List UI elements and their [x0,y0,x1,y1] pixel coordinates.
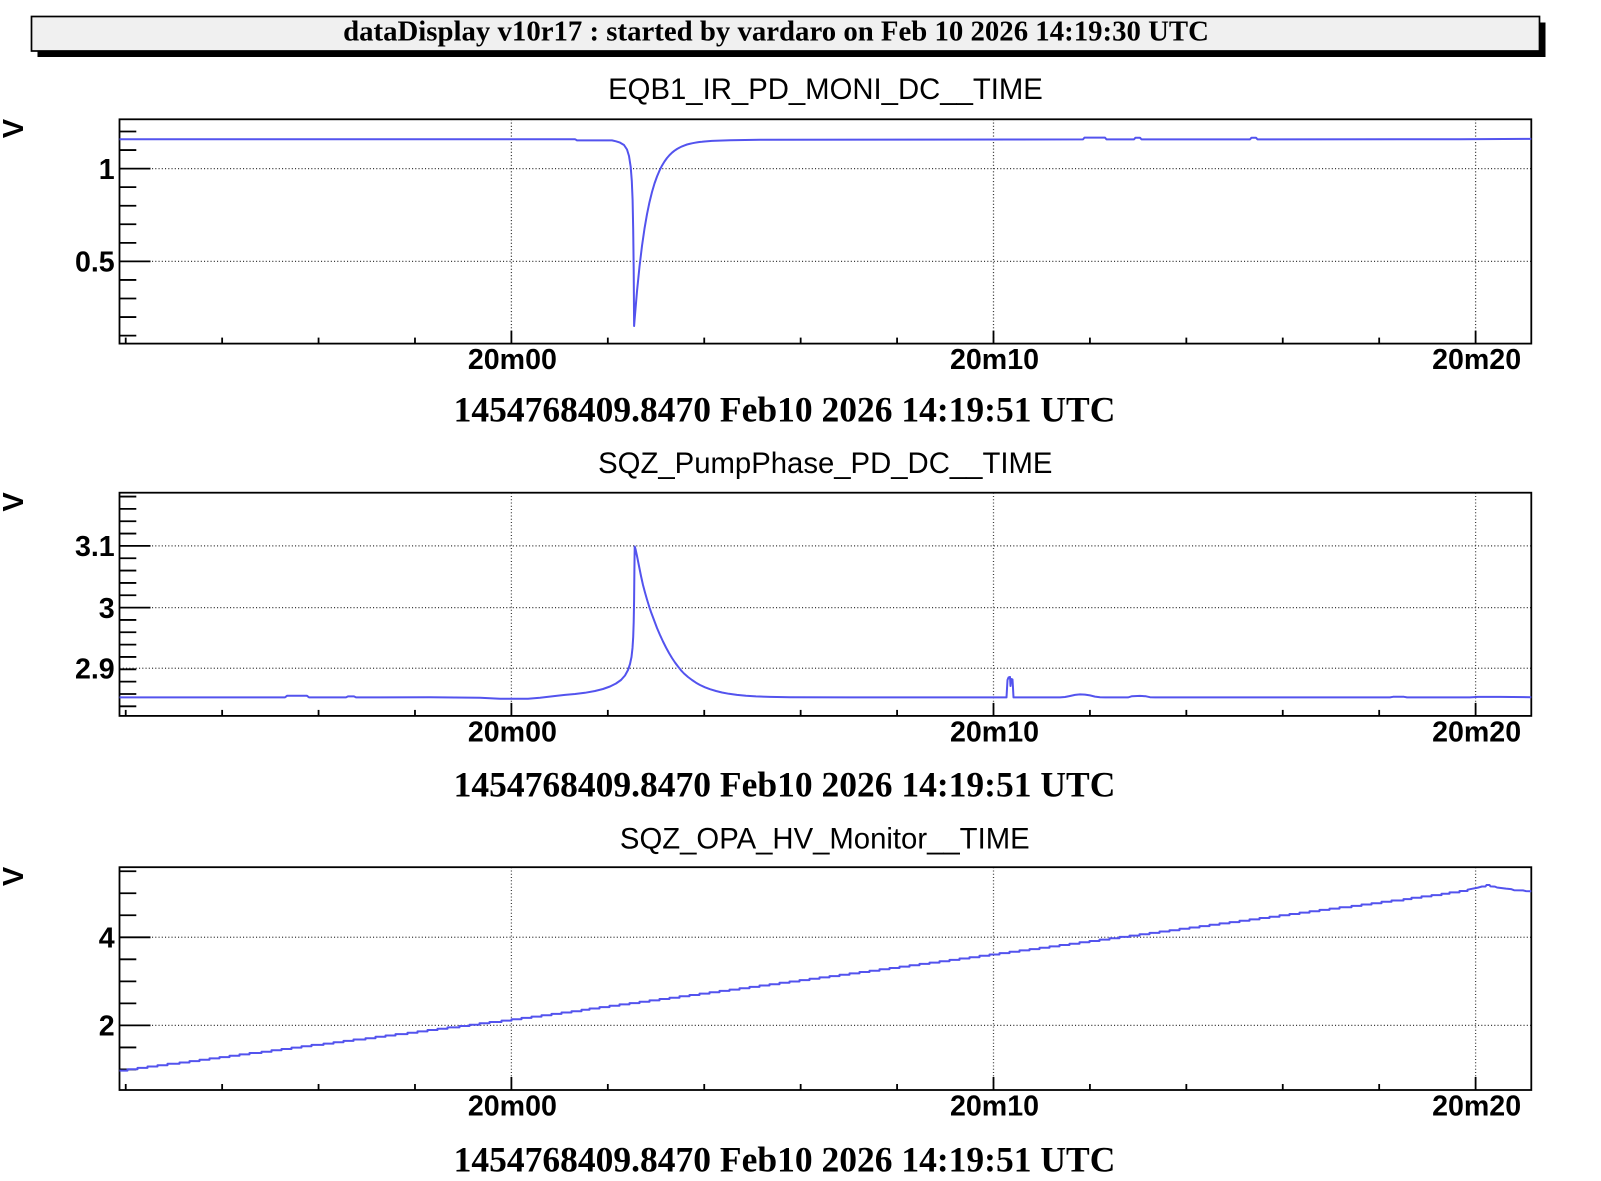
svg-text:20m20: 20m20 [1432,716,1521,748]
svg-text:dataDisplay v10r17 : started b: dataDisplay v10r17 : started by vardaro … [343,16,1209,48]
svg-text:20m20: 20m20 [1432,1091,1521,1123]
svg-text:SQZ_OPA_HV_Monitor__TIME: SQZ_OPA_HV_Monitor__TIME [620,823,1030,856]
svg-text:1: 1 [99,154,115,186]
svg-text:2.9: 2.9 [75,654,115,686]
svg-text:1454768409.8470 Feb10 2026 14:: 1454768409.8470 Feb10 2026 14:19:51 UTC [454,1140,1116,1177]
svg-text:20m00: 20m00 [468,716,557,748]
svg-text:V: V [0,866,30,886]
svg-text:1454768409.8470 Feb10 2026 14:: 1454768409.8470 Feb10 2026 14:19:51 UTC [454,390,1116,430]
svg-text:20m00: 20m00 [468,344,557,376]
svg-text:V: V [0,118,30,138]
svg-text:4: 4 [99,923,115,955]
svg-text:20m20: 20m20 [1432,344,1521,376]
svg-text:2: 2 [99,1011,115,1043]
svg-text:EQB1_IR_PD_MONI_DC__TIME: EQB1_IR_PD_MONI_DC__TIME [608,73,1043,106]
svg-text:20m10: 20m10 [950,716,1039,748]
svg-text:SQZ_PumpPhase_PD_DC__TIME: SQZ_PumpPhase_PD_DC__TIME [598,447,1052,480]
svg-text:20m10: 20m10 [950,344,1039,376]
svg-text:3: 3 [99,593,115,625]
svg-text:0.5: 0.5 [75,247,115,279]
svg-text:20m00: 20m00 [468,1091,557,1123]
svg-text:3.1: 3.1 [75,531,115,563]
svg-text:20m10: 20m10 [950,1091,1039,1123]
svg-text:V: V [0,492,30,512]
svg-text:1454768409.8470 Feb10 2026 14:: 1454768409.8470 Feb10 2026 14:19:51 UTC [454,765,1116,805]
